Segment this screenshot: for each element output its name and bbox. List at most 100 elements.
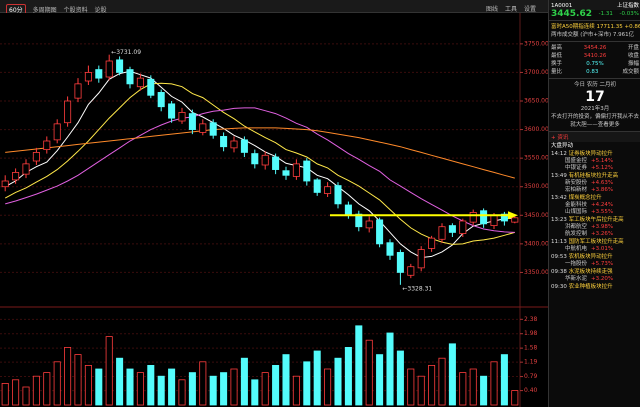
volume-bar — [157, 375, 165, 406]
quote-1: 不去打开的投资，偏偏打开我从不去 — [550, 114, 639, 120]
candle-body — [396, 252, 404, 273]
volume-bar — [209, 375, 217, 406]
toolbar-button[interactable]: 个股资料 — [63, 7, 88, 14]
volume-bar — [147, 364, 155, 406]
news-title: 军工板块午后拉升走高 — [568, 217, 624, 223]
volume-bar — [220, 372, 228, 406]
candle-body — [272, 156, 280, 170]
candle-body — [459, 220, 467, 234]
stock-pct: +5.14% — [591, 158, 614, 164]
news-tab[interactable]: + 资讯 — [551, 135, 569, 141]
y-tick-label: 3500.00 — [524, 183, 548, 190]
candle-body — [407, 266, 415, 276]
volume-bar — [74, 354, 82, 406]
toolbar-button[interactable]: 多周期图 — [32, 7, 57, 14]
candle-body — [324, 186, 332, 194]
volume-bar — [334, 357, 342, 406]
y-tick-label: 1.19 — [524, 359, 538, 366]
candle-body — [251, 153, 259, 165]
y-tick-label: 3550.00 — [524, 155, 548, 162]
quote-2[interactable]: 就大胆——查看更多 — [570, 122, 620, 128]
volume-bar — [178, 379, 186, 406]
volume-bar — [282, 354, 290, 406]
code: 1A0001 — [551, 3, 573, 9]
news-title: 有机硅板块拉升走高 — [568, 173, 619, 179]
news-item[interactable]: 11:13 国防军工板块拉升走高 — [549, 238, 640, 246]
news-item[interactable]: 09:38 水泥板块持续走强 — [549, 268, 640, 276]
news-title: 国防军工板块拉升走高 — [568, 239, 624, 245]
candle-body — [74, 83, 82, 99]
y-tick-label: 0.79 — [524, 373, 538, 380]
volume-bar — [84, 364, 92, 406]
stock-pct: +5.12% — [591, 165, 614, 171]
candle-body — [490, 214, 498, 226]
news-item[interactable]: 13:42 煤炭概念拉升 — [549, 194, 640, 202]
candle-body — [292, 163, 300, 177]
news-item[interactable]: 13:49 有机硅板块拉升走高 — [549, 172, 640, 180]
candle-body — [209, 122, 217, 136]
candle-body — [105, 60, 113, 78]
stock-pct: +3.01% — [591, 246, 614, 252]
volume-bar — [1, 382, 9, 406]
arrow-head — [508, 211, 518, 220]
news-time: 13:23 — [551, 217, 567, 223]
volume-bar — [261, 372, 269, 406]
stock-pct: +3.26% — [591, 231, 614, 237]
news-time: 11:13 — [551, 239, 567, 245]
candle-body — [500, 213, 508, 222]
news-time: 13:42 — [551, 195, 567, 201]
stock-name: 国盛金控 — [565, 158, 588, 164]
stock-name: 航发控制 — [565, 231, 588, 237]
news-stock: 中银证券 +5.12% — [549, 165, 640, 172]
y-tick-label: 1.58 — [524, 345, 538, 352]
futures: 富时A50期指连续 17711.35 +0.86% — [551, 24, 640, 30]
news-item[interactable]: 14:12 证券板块异动拉升 — [549, 150, 640, 158]
news-stock: 金能科技 +4.24% — [549, 202, 640, 209]
news-stock: 一拖股份 +5.73% — [549, 261, 640, 268]
candle-body — [32, 152, 40, 162]
candle-body — [178, 112, 186, 122]
volume-bar — [303, 361, 311, 406]
candle-body — [469, 212, 477, 223]
annotation: ←3731.09 — [111, 49, 141, 56]
stock-pct: +5.73% — [591, 261, 614, 267]
news-item[interactable]: 09:53 农机板块异动拉升 — [549, 253, 640, 261]
candle-body — [240, 139, 248, 153]
volume-bar — [511, 390, 519, 406]
stock-name: 中航机电 — [565, 246, 588, 252]
candle-body — [136, 77, 144, 88]
news-item[interactable]: 09:30 农业种植板块拉升 — [549, 283, 640, 291]
candle-body — [428, 237, 436, 249]
stat-row: 量比 0.83 成交额 — [549, 68, 640, 76]
news-time: 09:53 — [551, 254, 567, 260]
calendar-day: 17 — [585, 89, 605, 105]
candle-body — [53, 123, 61, 141]
news-stock: 洪都航空 +3.98% — [549, 224, 640, 231]
toolbar-button[interactable]: 工具 — [504, 6, 517, 13]
volume-bar — [480, 375, 488, 406]
stock-name: 一拖股份 — [565, 261, 588, 267]
ma-line — [5, 107, 515, 233]
toolbar-button[interactable]: 论股 — [94, 7, 107, 14]
candle-body — [511, 217, 519, 223]
news-title: 水泥板块持续走强 — [568, 269, 613, 275]
candle-body — [64, 100, 72, 124]
stat-cell: 成交额 — [622, 69, 639, 75]
toolbar-button[interactable]: 图线 — [485, 6, 498, 13]
candle-body — [220, 136, 228, 148]
y-tick-label: 3700.00 — [524, 69, 548, 76]
stat-cell: 3454.26 — [583, 45, 607, 51]
stat-cell: 最低 — [551, 53, 563, 59]
toolbar-button[interactable]: 设置 — [523, 6, 536, 13]
calendar-month: 2021年3月 — [580, 106, 610, 112]
news-time: 13:49 — [551, 173, 567, 179]
stat-cell: 换手 — [551, 61, 563, 67]
candle-body — [303, 160, 311, 182]
volume-bar — [344, 346, 352, 406]
y-tick-label: 3350.00 — [524, 269, 548, 276]
volume-bar — [438, 357, 446, 406]
candle-body — [386, 242, 394, 256]
news-item[interactable]: 13:23 军工板块午后拉升走高 — [549, 216, 640, 224]
calendar-line: 今日 农历 二月初 — [574, 82, 616, 88]
